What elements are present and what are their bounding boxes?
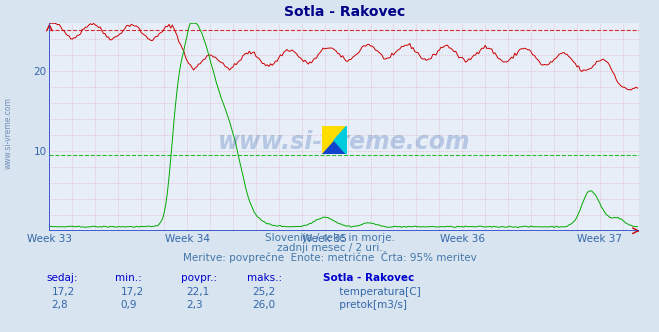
Text: Sotla - Rakovec: Sotla - Rakovec [323, 273, 414, 283]
Text: www.si-vreme.com: www.si-vreme.com [3, 97, 13, 169]
Text: 22,1: 22,1 [186, 287, 210, 297]
Text: Meritve: povprečne  Enote: metrične  Črta: 95% meritev: Meritve: povprečne Enote: metrične Črta:… [183, 251, 476, 263]
Text: 17,2: 17,2 [51, 287, 74, 297]
Text: 2,3: 2,3 [186, 300, 203, 310]
Polygon shape [322, 126, 347, 154]
Text: 2,8: 2,8 [51, 300, 68, 310]
Text: min.:: min.: [115, 273, 142, 283]
Text: 0,9: 0,9 [121, 300, 137, 310]
Polygon shape [322, 126, 347, 154]
Title: Sotla - Rakovec: Sotla - Rakovec [284, 5, 405, 19]
Text: 26,0: 26,0 [252, 300, 275, 310]
Text: 17,2: 17,2 [121, 287, 144, 297]
Text: maks.:: maks.: [247, 273, 282, 283]
Text: sedaj:: sedaj: [46, 273, 78, 283]
Text: povpr.:: povpr.: [181, 273, 217, 283]
Text: temperatura[C]: temperatura[C] [336, 287, 421, 297]
Text: zadnji mesec / 2 uri.: zadnji mesec / 2 uri. [277, 243, 382, 253]
Text: 25,2: 25,2 [252, 287, 275, 297]
Polygon shape [334, 126, 347, 154]
Text: www.si-vreme.com: www.si-vreme.com [218, 129, 471, 153]
Text: Slovenija / reke in morje.: Slovenija / reke in morje. [264, 233, 395, 243]
Text: pretok[m3/s]: pretok[m3/s] [336, 300, 407, 310]
